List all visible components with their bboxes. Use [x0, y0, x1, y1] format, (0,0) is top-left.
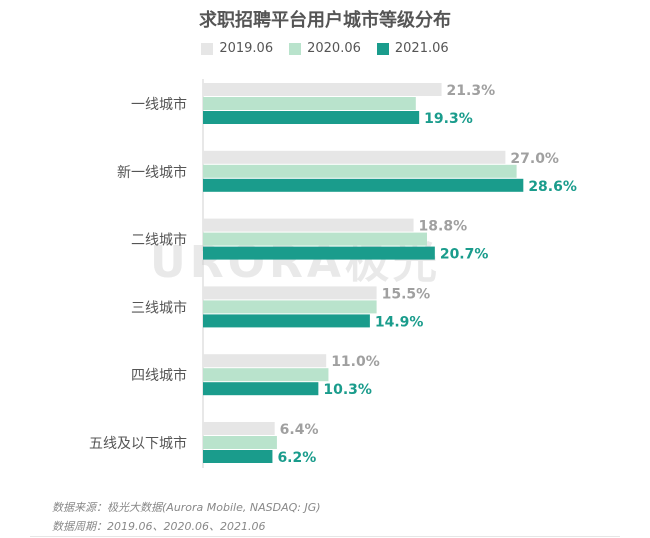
bar-2020.06	[203, 232, 427, 246]
legend-swatch-2019	[201, 42, 214, 55]
footnote-period: 数据周期：2019.06、2020.06、2021.06	[52, 520, 266, 533]
bar-2020.06	[203, 436, 277, 449]
category-label: 一线城市	[131, 96, 187, 113]
data-label-2021.06: 10.3%	[323, 382, 372, 398]
data-label-2021.06: 20.7%	[440, 247, 489, 263]
data-label-2021.06: 28.6%	[528, 179, 577, 195]
category-label: 三线城市	[131, 299, 187, 316]
legend-swatch-2021	[376, 42, 389, 55]
bar-2020.06	[203, 368, 329, 382]
category-label: 五线及以下城市	[89, 435, 187, 452]
bar-2021.06	[203, 246, 435, 260]
bar-2021.06	[203, 111, 420, 124]
bar-2019.06	[203, 422, 275, 435]
chart-legend: 2019.06 2020.06 2021.06	[0, 41, 650, 56]
legend-item-2021: 2021.06	[376, 41, 449, 56]
bar-2019.06	[203, 354, 327, 368]
category-label: 二线城市	[131, 232, 187, 249]
bar-2020.06	[203, 300, 377, 314]
legend-label-2019: 2019.06	[219, 41, 274, 56]
bar-2019.06	[203, 218, 414, 232]
legend-label-2020: 2020.06	[307, 41, 361, 56]
category-label: 四线城市	[131, 367, 187, 384]
chart-title: 求职招聘平台用户城市等级分布	[199, 10, 451, 31]
legend-item-2019: 2019.06	[201, 41, 273, 56]
footnote-source: 数据来源：极光大数据(Aurora Mobile, NASDAQ: JG)	[52, 501, 321, 514]
category-label: 新一线城市	[117, 164, 187, 181]
data-label-2021.06: 6.2%	[277, 450, 316, 466]
data-label-2019.06: 15.5%	[382, 286, 431, 302]
data-label-2021.06: 14.9%	[375, 314, 424, 330]
bar-2019.06	[203, 150, 506, 164]
legend-swatch-2020	[289, 42, 302, 55]
bar-2021.06	[203, 178, 524, 192]
bar-2019.06	[203, 286, 377, 300]
data-label-2019.06: 6.4%	[280, 422, 319, 438]
legend-label-2021: 2021.06	[394, 41, 449, 56]
bar-2021.06	[203, 382, 319, 396]
legend-item-2020: 2020.06	[289, 41, 361, 56]
bar-2020.06	[203, 97, 416, 110]
bar-2020.06	[203, 164, 517, 178]
data-label-2019.06: 11.0%	[331, 354, 380, 370]
bar-2019.06	[203, 83, 442, 96]
data-label-2019.06: 18.8%	[419, 219, 468, 235]
bar-2021.06	[203, 450, 273, 463]
data-label-2019.06: 27.0%	[510, 151, 559, 167]
data-label-2021.06: 19.3%	[424, 111, 473, 127]
data-label-2019.06: 21.3%	[447, 83, 496, 99]
bar-2021.06	[203, 314, 370, 328]
bottom-divider	[30, 536, 620, 537]
